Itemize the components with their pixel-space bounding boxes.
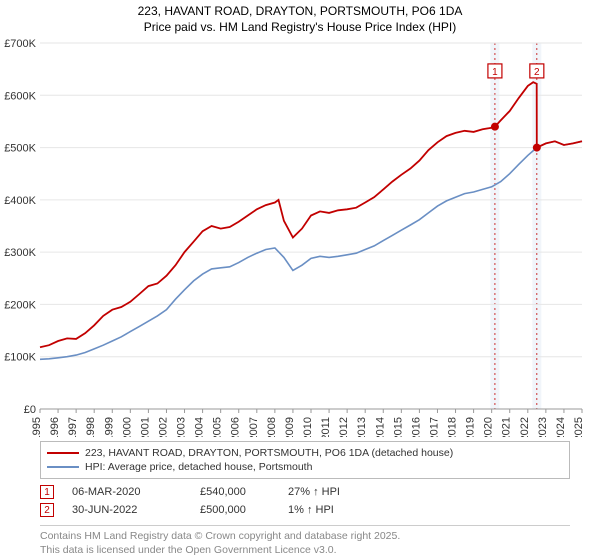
sale-marker-1: 1 xyxy=(40,485,54,499)
svg-text:1995: 1995 xyxy=(31,417,43,437)
legend-swatch-blue xyxy=(47,466,79,468)
svg-text:1997: 1997 xyxy=(67,417,79,437)
svg-text:2012: 2012 xyxy=(338,417,350,437)
license-line2: This data is licensed under the Open Gov… xyxy=(40,544,570,558)
svg-text:2017: 2017 xyxy=(428,417,440,437)
svg-text:2020: 2020 xyxy=(483,417,495,437)
chart-svg: £0 £100K £200K £300K £400K £500K £600K £700K 199… xyxy=(0,37,600,437)
svg-text:1998: 1998 xyxy=(85,417,97,437)
svg-text:£500K: £500K xyxy=(4,143,36,155)
svg-text:2015: 2015 xyxy=(392,417,404,437)
svg-text:£600K: £600K xyxy=(4,90,36,102)
svg-text:1996: 1996 xyxy=(49,417,61,437)
chart-area: £0 £100K £200K £300K £400K £500K £600K £700K 199… xyxy=(0,37,600,437)
svg-text:2019: 2019 xyxy=(465,417,477,437)
svg-text:2007: 2007 xyxy=(248,417,260,437)
sale-row: 1 06-MAR-2020 £540,000 27% ↑ HPI xyxy=(40,483,570,501)
svg-text:£0: £0 xyxy=(24,404,36,416)
sale-row: 2 30-JUN-2022 £500,000 1% ↑ HPI xyxy=(40,501,570,519)
svg-text:£700K: £700K xyxy=(4,38,36,50)
svg-text:2009: 2009 xyxy=(284,417,296,437)
svg-text:2001: 2001 xyxy=(139,417,151,437)
svg-text:2023: 2023 xyxy=(537,417,549,437)
svg-text:2008: 2008 xyxy=(266,417,278,437)
legend-label: HPI: Average price, detached house, Port… xyxy=(85,461,312,473)
sale-events: 1 06-MAR-2020 £540,000 27% ↑ HPI 2 30-JU… xyxy=(40,483,570,526)
svg-text:2018: 2018 xyxy=(447,417,459,437)
title-subtitle: Price paid vs. HM Land Registry's House … xyxy=(0,20,600,36)
svg-text:£100K: £100K xyxy=(4,352,36,364)
svg-text:2025: 2025 xyxy=(573,417,585,437)
legend-item-price-paid: 223, HAVANT ROAD, DRAYTON, PORTSMOUTH, P… xyxy=(47,446,563,460)
svg-text:2005: 2005 xyxy=(212,417,224,437)
svg-text:2024: 2024 xyxy=(555,417,567,437)
sale-pct-vs-hpi: 1% ↑ HPI xyxy=(288,504,570,516)
svg-text:2013: 2013 xyxy=(356,417,368,437)
svg-text:2006: 2006 xyxy=(230,417,242,437)
svg-text:2016: 2016 xyxy=(410,417,422,437)
legend-item-hpi: HPI: Average price, detached house, Port… xyxy=(47,460,563,474)
svg-text:2004: 2004 xyxy=(194,417,206,437)
svg-text:2000: 2000 xyxy=(121,417,133,437)
svg-text:2022: 2022 xyxy=(519,417,531,437)
license-text: Contains HM Land Registry data © Crown c… xyxy=(40,530,570,557)
svg-text:2010: 2010 xyxy=(302,417,314,437)
chart-title-block: 223, HAVANT ROAD, DRAYTON, PORTSMOUTH, P… xyxy=(0,0,600,37)
legend: 223, HAVANT ROAD, DRAYTON, PORTSMOUTH, P… xyxy=(40,441,570,479)
svg-text:2011: 2011 xyxy=(320,417,332,437)
svg-text:1999: 1999 xyxy=(103,417,115,437)
svg-text:£200K: £200K xyxy=(4,300,36,312)
sale-date: 06-MAR-2020 xyxy=(72,486,182,498)
sale-price: £500,000 xyxy=(200,504,270,516)
svg-text:2021: 2021 xyxy=(501,417,513,437)
svg-text:2014: 2014 xyxy=(374,417,386,437)
sale-marker-2: 2 xyxy=(40,503,54,517)
svg-text:2002: 2002 xyxy=(157,417,169,437)
legend-label: 223, HAVANT ROAD, DRAYTON, PORTSMOUTH, P… xyxy=(85,447,453,459)
title-address: 223, HAVANT ROAD, DRAYTON, PORTSMOUTH, P… xyxy=(0,4,600,20)
legend-swatch-red xyxy=(47,452,79,454)
sale-price: £540,000 xyxy=(200,486,270,498)
sale-pct-vs-hpi: 27% ↑ HPI xyxy=(288,486,570,498)
license-line1: Contains HM Land Registry data © Crown c… xyxy=(40,530,570,544)
svg-text:£400K: £400K xyxy=(4,195,36,207)
sale-date: 30-JUN-2022 xyxy=(72,504,182,516)
svg-text:2003: 2003 xyxy=(176,417,188,437)
svg-text:1: 1 xyxy=(492,67,498,78)
svg-text:£300K: £300K xyxy=(4,247,36,259)
svg-text:2: 2 xyxy=(534,67,540,78)
